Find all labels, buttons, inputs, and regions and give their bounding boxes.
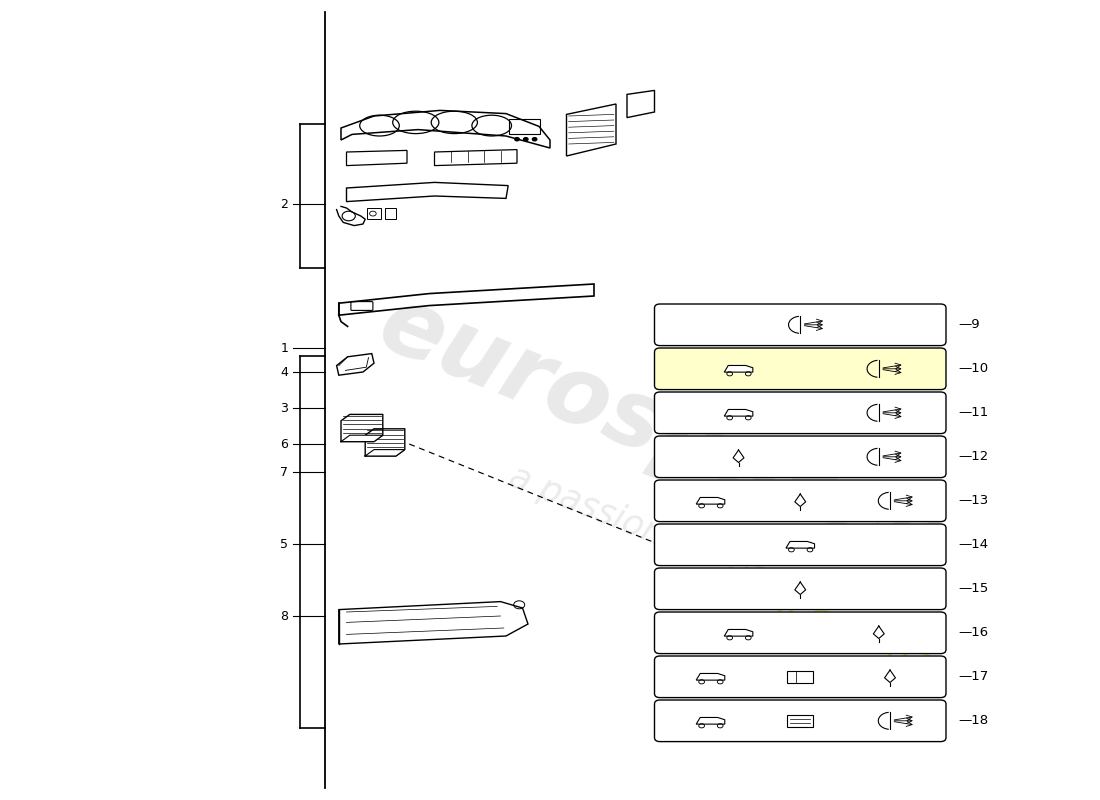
Text: 5: 5 xyxy=(280,538,288,550)
Text: —15: —15 xyxy=(958,582,988,595)
Circle shape xyxy=(532,138,537,141)
Text: eurospares: eurospares xyxy=(366,278,954,586)
Polygon shape xyxy=(724,410,752,416)
FancyBboxPatch shape xyxy=(654,700,946,742)
Text: 3: 3 xyxy=(280,402,288,414)
Text: 7: 7 xyxy=(280,466,288,478)
Circle shape xyxy=(524,138,528,141)
Polygon shape xyxy=(724,366,752,372)
Text: 2: 2 xyxy=(280,198,288,210)
Polygon shape xyxy=(365,450,405,456)
Text: a passion for parts: a passion for parts xyxy=(504,460,816,612)
Polygon shape xyxy=(341,435,383,442)
Text: —12: —12 xyxy=(958,450,988,463)
Text: since 1985: since 1985 xyxy=(730,566,942,682)
Text: —10: —10 xyxy=(958,362,988,375)
Text: 1: 1 xyxy=(280,342,288,354)
Text: —11: —11 xyxy=(958,406,988,419)
FancyBboxPatch shape xyxy=(654,436,946,478)
FancyBboxPatch shape xyxy=(654,568,946,610)
Text: —16: —16 xyxy=(958,626,988,639)
FancyBboxPatch shape xyxy=(654,612,946,654)
FancyBboxPatch shape xyxy=(654,480,946,522)
Text: 4: 4 xyxy=(280,366,288,378)
FancyBboxPatch shape xyxy=(654,524,946,566)
FancyBboxPatch shape xyxy=(654,392,946,434)
Text: —9: —9 xyxy=(958,318,980,331)
Text: 6: 6 xyxy=(280,438,288,450)
Text: —18: —18 xyxy=(958,714,988,727)
Polygon shape xyxy=(696,498,725,504)
FancyBboxPatch shape xyxy=(654,656,946,698)
Text: —13: —13 xyxy=(958,494,988,507)
Text: 8: 8 xyxy=(280,610,288,622)
Polygon shape xyxy=(696,718,725,724)
Polygon shape xyxy=(341,110,550,148)
Polygon shape xyxy=(724,630,752,636)
FancyBboxPatch shape xyxy=(654,304,946,346)
Text: —17: —17 xyxy=(958,670,988,683)
Polygon shape xyxy=(696,674,725,680)
Polygon shape xyxy=(785,542,814,548)
Text: —14: —14 xyxy=(958,538,988,551)
Circle shape xyxy=(515,138,519,141)
FancyBboxPatch shape xyxy=(654,348,946,390)
